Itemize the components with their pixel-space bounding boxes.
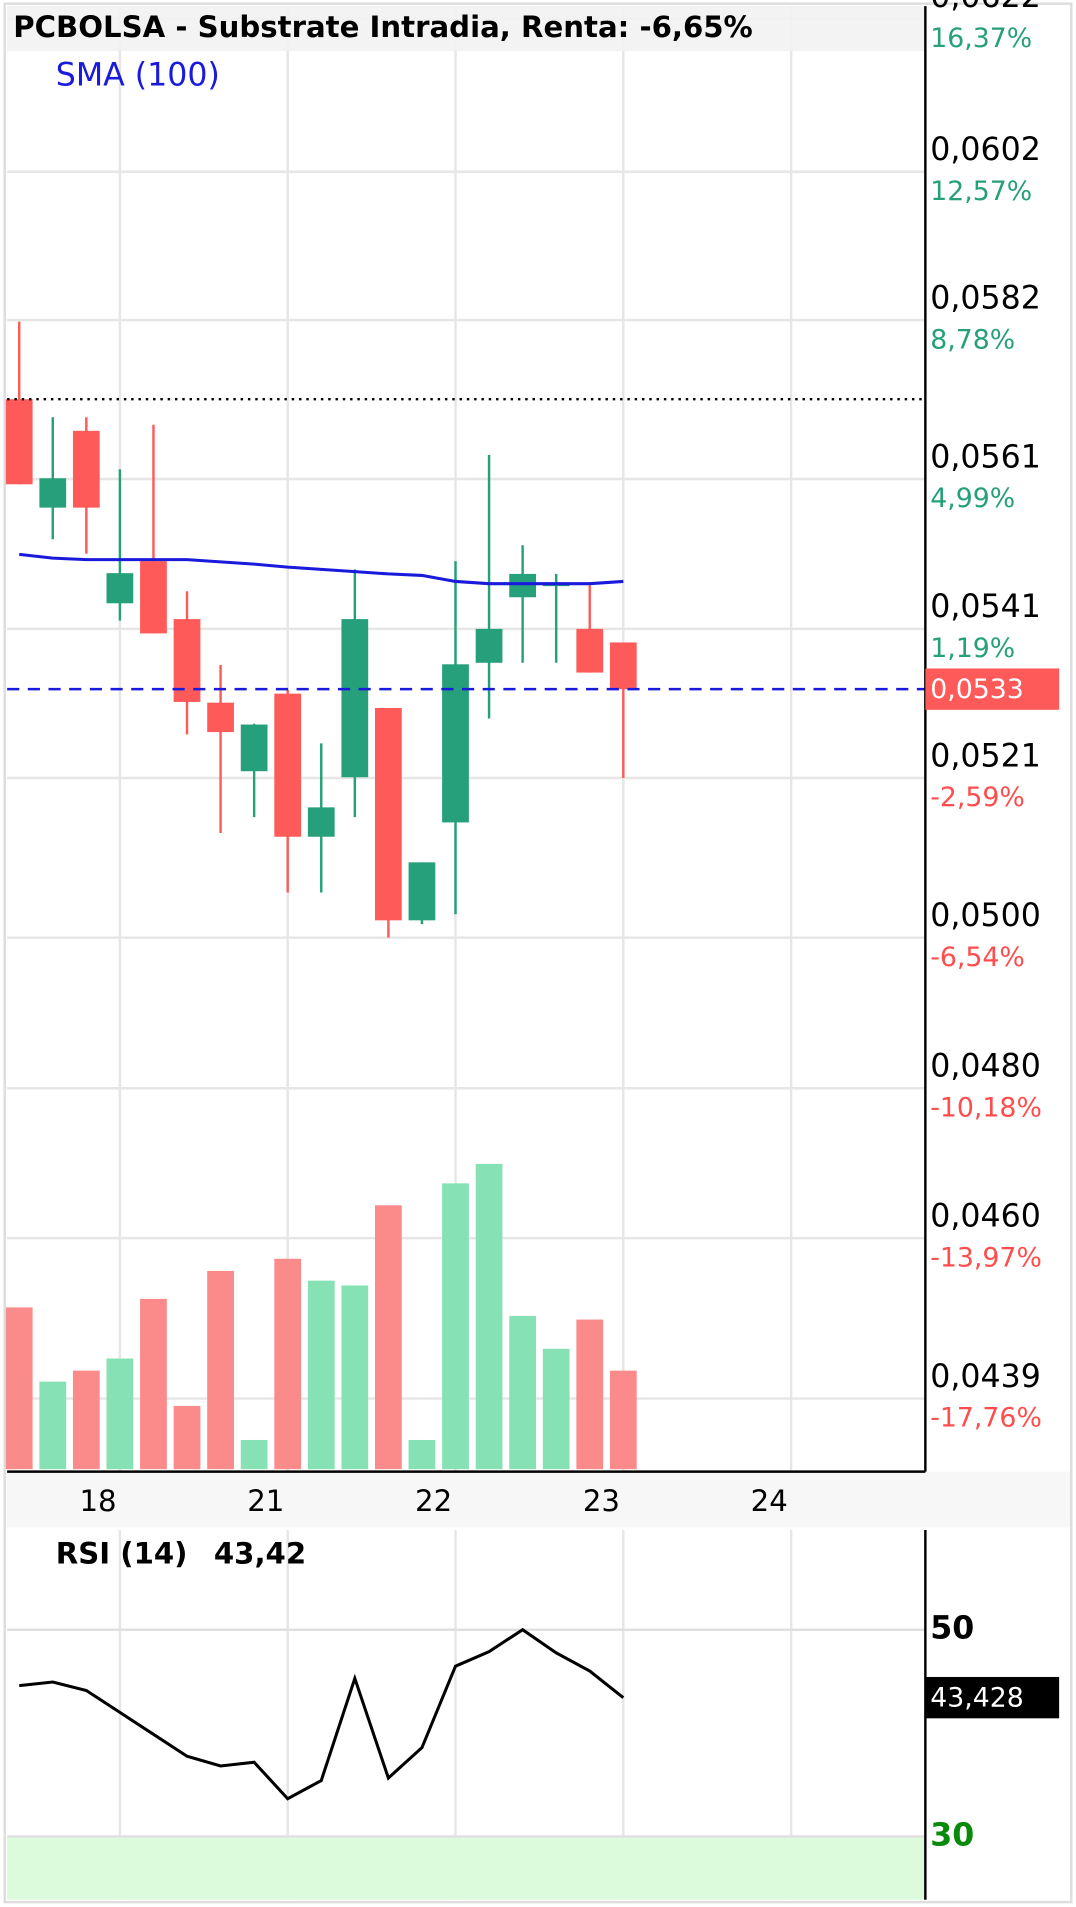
rsi-title: RSI (14) <box>56 1537 188 1571</box>
y-pct-label: 8,78% <box>930 324 1015 355</box>
volume-bar <box>140 1298 167 1470</box>
y-pct-label: 4,99% <box>930 483 1015 514</box>
volume-bar <box>5 1307 33 1470</box>
candle-body <box>39 478 67 508</box>
y-pct-label: -6,54% <box>930 942 1025 973</box>
candle-body <box>307 807 335 837</box>
sma-line <box>19 552 624 586</box>
candle-body <box>576 628 604 673</box>
y-tick-label: 0,0582 <box>930 280 1041 316</box>
candle-body <box>5 399 33 485</box>
rsi-value: 43,42 <box>214 1537 306 1571</box>
volume-bar <box>240 1439 268 1470</box>
y-tick-label: 0,0622 <box>930 0 1041 15</box>
oversold-zone <box>7 1836 926 1900</box>
volume-bar <box>576 1319 604 1470</box>
x-tick-label: 24 <box>751 1484 788 1518</box>
y-pct-label: 16,37% <box>930 23 1032 54</box>
volume-bar <box>609 1370 637 1470</box>
rsi-line <box>19 1627 625 1801</box>
volume-bar <box>375 1205 402 1470</box>
volume-bar <box>341 1285 369 1470</box>
y-pct-label: 12,57% <box>930 176 1032 207</box>
candle-body <box>475 628 503 663</box>
volume-bar <box>274 1258 302 1470</box>
candle-body <box>509 573 537 598</box>
last-price-label: 0,0533 <box>930 674 1024 705</box>
y-tick-label: 0,0480 <box>930 1049 1041 1085</box>
marks <box>5 321 926 1801</box>
x-tick-label: 18 <box>79 1484 116 1518</box>
candle-body <box>240 724 268 772</box>
volume-bar <box>408 1439 436 1470</box>
x-tick-label: 21 <box>247 1484 284 1518</box>
y-pct-label: 1,19% <box>930 633 1015 664</box>
title-band <box>7 6 926 52</box>
candle-body <box>375 707 402 921</box>
last-rsi-label: 43,428 <box>930 1682 1024 1713</box>
volume-bar <box>207 1270 234 1470</box>
candle-body <box>609 642 637 690</box>
volume-bar <box>72 1370 100 1470</box>
candle-body <box>207 702 234 733</box>
volume-bar <box>106 1358 134 1470</box>
volume-bar <box>509 1315 537 1470</box>
y-tick-label: 0,0521 <box>930 738 1041 774</box>
candle-body <box>72 430 100 508</box>
y-tick-label: 30 <box>930 1817 974 1853</box>
y-tick-label: 0,0541 <box>930 589 1041 625</box>
y-tick-label: 50 <box>930 1611 974 1647</box>
candle-body <box>274 693 302 837</box>
frame <box>3 2 1073 1904</box>
candle-body <box>140 561 167 634</box>
overlay: PCBOLSA - Substrate Intradia, Renta: -6,… <box>7 0 1060 1900</box>
volume-bar <box>39 1381 67 1470</box>
y-pct-label: -2,59% <box>930 782 1025 813</box>
y-pct-label: -10,18% <box>930 1092 1042 1123</box>
x-tick-label: 22 <box>415 1484 452 1518</box>
last-rsi-box <box>925 1676 1060 1719</box>
volume-bar <box>475 1163 503 1470</box>
y-pct-label: -13,97% <box>930 1242 1042 1273</box>
last-price-box <box>925 668 1060 710</box>
y-tick-label: 0,0561 <box>930 439 1041 475</box>
candle-body <box>442 664 469 823</box>
y-tick-label: 0,0500 <box>930 898 1041 934</box>
candle-body <box>408 862 436 921</box>
volume-bar <box>442 1183 469 1470</box>
candle-body <box>106 573 134 604</box>
y-tick-label: 0,0602 <box>930 132 1041 168</box>
chart-title: PCBOLSA - Substrate Intradia, Renta: -6,… <box>13 10 753 44</box>
x-tick-label: 23 <box>583 1484 620 1518</box>
volume-bar <box>542 1348 570 1470</box>
y-tick-label: 0,0439 <box>930 1359 1041 1395</box>
y-pct-label: -17,76% <box>930 1403 1042 1434</box>
volume-bar <box>173 1405 201 1470</box>
legend-entry: SMA (100) <box>56 58 220 94</box>
date-axis-band <box>7 1471 1072 1528</box>
volume-bar <box>307 1280 335 1470</box>
candle-body <box>341 619 369 778</box>
y-tick-label: 0,0460 <box>930 1198 1041 1234</box>
